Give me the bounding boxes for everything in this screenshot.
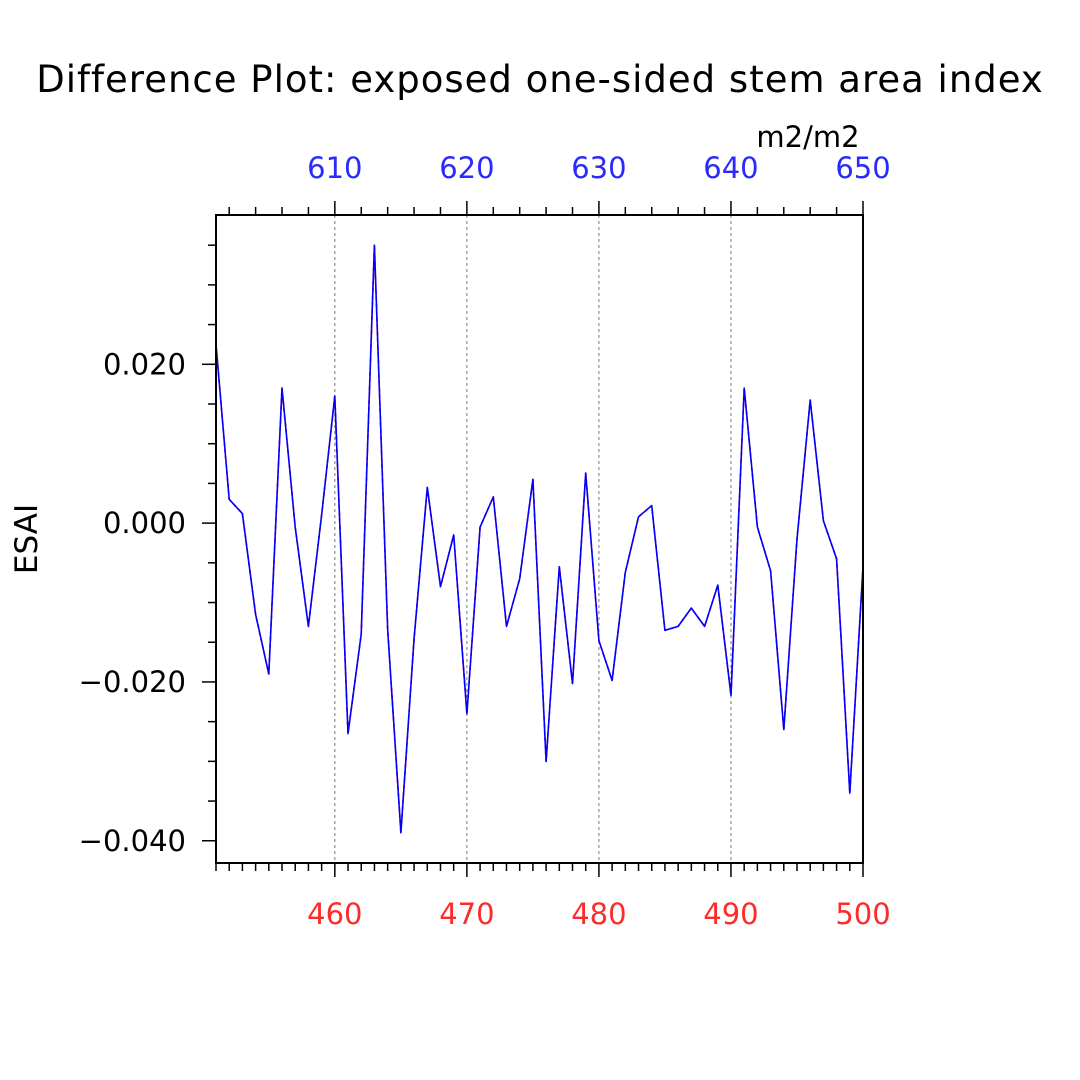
axes: 460 470 480 490 500 610 620 630 640 650 0.020 0.000… <box>79 151 891 931</box>
series-line-1 <box>215 244 864 834</box>
x-top-tick-label: 640 <box>703 151 758 185</box>
y-axis-label: ESAI <box>9 504 45 574</box>
x-bottom-tick-label: 470 <box>439 897 494 931</box>
units-label: m2/m2 <box>756 120 859 154</box>
x-bottom-tick-label: 500 <box>835 897 890 931</box>
data-series <box>215 244 864 834</box>
x-bottom-tick-label: 490 <box>703 897 758 931</box>
y-tick-label: −0.040 <box>79 824 186 858</box>
x-top-tick-label: 620 <box>439 151 494 185</box>
series-line-2 <box>215 244 864 834</box>
plot-frame <box>215 214 864 864</box>
x-bottom-tick-label: 480 <box>571 897 626 931</box>
y-tick-label: 0.000 <box>103 506 186 540</box>
y-tick-label: 0.020 <box>103 347 186 381</box>
y-tick-label: −0.020 <box>79 665 186 699</box>
x-top-tick-label: 630 <box>571 151 626 185</box>
x-top-tick-label: 610 <box>307 151 362 185</box>
grid-lines <box>334 215 732 863</box>
x-top-tick-label: 650 <box>835 151 890 185</box>
chart-title: Difference Plot: exposed one-sided stem … <box>36 58 1044 101</box>
x-bottom-tick-label: 460 <box>307 897 362 931</box>
